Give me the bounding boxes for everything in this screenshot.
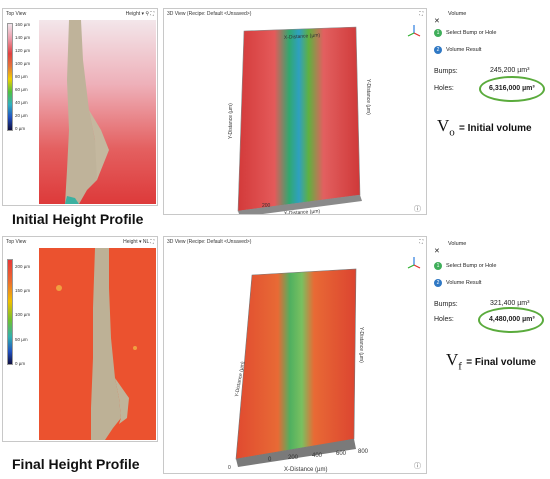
top-view-panel-final: Top View Height ▾ NL ⛶ 200 µm 150 µm 100…	[2, 236, 158, 442]
axis-tick-label: 200	[262, 203, 271, 209]
volume-panel-final: ✕ Volume 1 Select Bump or Hole 2 Volume …	[432, 238, 548, 338]
scale-tick: 160 µm	[15, 22, 31, 27]
info-icon[interactable]: ⓘ	[414, 463, 421, 470]
height-color-scale	[7, 259, 13, 365]
info-icon[interactable]: ⓘ	[414, 206, 421, 213]
scale-tick: 150 µm	[15, 288, 31, 293]
mode-select[interactable]: Height	[123, 239, 138, 245]
bumps-value: 321,400 µm³	[490, 300, 530, 307]
extra-tick: 0	[228, 465, 231, 471]
step-1-label: Select Bump or Hole	[446, 30, 497, 36]
top-view-header: Top View Height ▾ NL ⛶	[3, 237, 157, 247]
bumps-value: 245,200 µm³	[490, 67, 530, 74]
3d-view-title: 3D View (Recipe: Default <Unsaved>)	[167, 239, 252, 245]
volume-title: Volume	[448, 11, 467, 17]
expand-icon[interactable]: ⛶	[419, 11, 423, 17]
step-select-bump[interactable]: 1 Select Bump or Hole	[434, 262, 496, 270]
x-axis-label: X-Distance (µm)	[284, 467, 327, 473]
step-1-badge: 1	[434, 262, 442, 270]
step-1-label: Select Bump or Hole	[446, 263, 497, 269]
top-view-title: Top View	[6, 11, 27, 17]
step-volume-result[interactable]: 2 Volume Result	[434, 46, 481, 54]
top-view-panel-initial: Top View Height ▾ ⚲ ⛶ 160 µm 140 µm 120 …	[2, 8, 158, 206]
volume-symbol: V	[437, 116, 450, 135]
step-2-label: Volume Result	[446, 280, 482, 286]
search-icon[interactable]: ⚲	[145, 11, 150, 17]
volume-symbol: V	[446, 350, 459, 369]
3d-view-header: 3D View (Recipe: Default <Unsaved>) ⛶	[164, 9, 426, 19]
scale-tick: 140 µm	[15, 35, 31, 40]
highlight-ellipse	[479, 76, 545, 102]
step-select-bump[interactable]: 1 Select Bump or Hole	[434, 29, 496, 37]
scale-tick: 60 µm	[15, 87, 28, 92]
3d-view-title: 3D View (Recipe: Default <Unsaved>)	[167, 11, 252, 17]
close-icon[interactable]: ✕	[434, 18, 440, 25]
3d-surface-render: X-Distance (µm) Y-Distance (µm) Y-Distan…	[228, 26, 371, 215]
x-axis-bottom-label: X-Distance (µm)	[284, 208, 321, 215]
initial-volume-equation: Vo = Initial volume	[437, 116, 532, 138]
scale-tick: 0 µm	[15, 361, 26, 366]
scale-tick: 200 µm	[15, 264, 31, 269]
expand-icon[interactable]: ⛶	[150, 11, 154, 17]
3d-view-panel-final: 3D View (Recipe: Default <Unsaved>) ⛶ Y-…	[163, 236, 427, 474]
highlight-ellipse	[478, 307, 544, 333]
3d-view-header: 3D View (Recipe: Default <Unsaved>) ⛶	[164, 237, 426, 247]
volume-subscript: f	[458, 360, 462, 373]
axis-gizmo-icon[interactable]	[406, 23, 422, 41]
scale-tick: 20 µm	[15, 113, 28, 118]
top-view-title: Top View	[6, 239, 27, 245]
equation-text: = Initial volume	[459, 123, 532, 134]
equation-text: = Final volume	[466, 357, 536, 368]
step-volume-result[interactable]: 2 Volume Result	[434, 279, 481, 287]
x-axis-top-label: X-Distance (µm)	[284, 32, 321, 41]
axis-gizmo-icon[interactable]	[406, 255, 422, 273]
mode-select[interactable]: Height	[125, 11, 141, 17]
scale-tick: 0 µm	[15, 126, 26, 131]
step-2-badge: 2	[434, 279, 442, 287]
x-tick-800: 800	[358, 449, 369, 455]
x-tick-600: 600	[336, 451, 347, 457]
scale-tick: 50 µm	[15, 337, 28, 342]
3d-view-panel-initial: 3D View (Recipe: Default <Unsaved>) ⛶ X-…	[163, 8, 427, 215]
scale-tick: 80 µm	[15, 74, 28, 79]
bumps-label: Bumps:	[434, 301, 458, 308]
y-axis-right-label: Y-Distance (µm)	[358, 327, 364, 363]
height-map-image	[39, 248, 156, 440]
mode-extra[interactable]: NL	[142, 239, 150, 245]
scale-tick: 100 µm	[15, 61, 31, 66]
y-axis-left-label: Y-Distance (µm)	[228, 103, 234, 139]
height-map-image	[39, 20, 156, 204]
top-view-header: Top View Height ▾ ⚲ ⛶	[3, 9, 157, 19]
volume-title: Volume	[448, 241, 467, 247]
expand-icon[interactable]: ⛶	[419, 239, 423, 245]
step-1-badge: 1	[434, 29, 442, 37]
final-volume-equation: Vf = Final volume	[446, 350, 536, 372]
chevron-down-icon[interactable]: ▾	[138, 239, 142, 245]
3d-surface-render: Y-Distance (µm) Y-Distance (µm) 0 200 40…	[228, 268, 369, 473]
scale-tick: 100 µm	[15, 312, 31, 317]
holes-label: Holes:	[434, 85, 454, 92]
expand-icon[interactable]: ⛶	[150, 239, 154, 245]
close-icon[interactable]: ✕	[434, 248, 440, 255]
final-caption: Final Height Profile	[12, 456, 140, 472]
volume-panel-initial: ✕ Volume 1 Select Bump or Hole 2 Volume …	[432, 8, 548, 118]
x-tick-0: 0	[268, 457, 272, 463]
initial-caption: Initial Height Profile	[12, 211, 144, 227]
chevron-down-icon[interactable]: ▾	[141, 11, 145, 17]
holes-label: Holes:	[434, 316, 454, 323]
volume-subscript: o	[449, 126, 455, 139]
scale-tick: 120 µm	[15, 48, 31, 53]
scale-tick: 40 µm	[15, 100, 28, 105]
step-2-badge: 2	[434, 46, 442, 54]
y-axis-right-label: Y-Distance (µm)	[365, 79, 371, 115]
height-color-scale	[7, 23, 13, 131]
step-2-label: Volume Result	[446, 47, 482, 53]
x-tick-200: 200	[288, 455, 299, 461]
x-tick-400: 400	[312, 453, 323, 459]
bumps-label: Bumps:	[434, 68, 458, 75]
